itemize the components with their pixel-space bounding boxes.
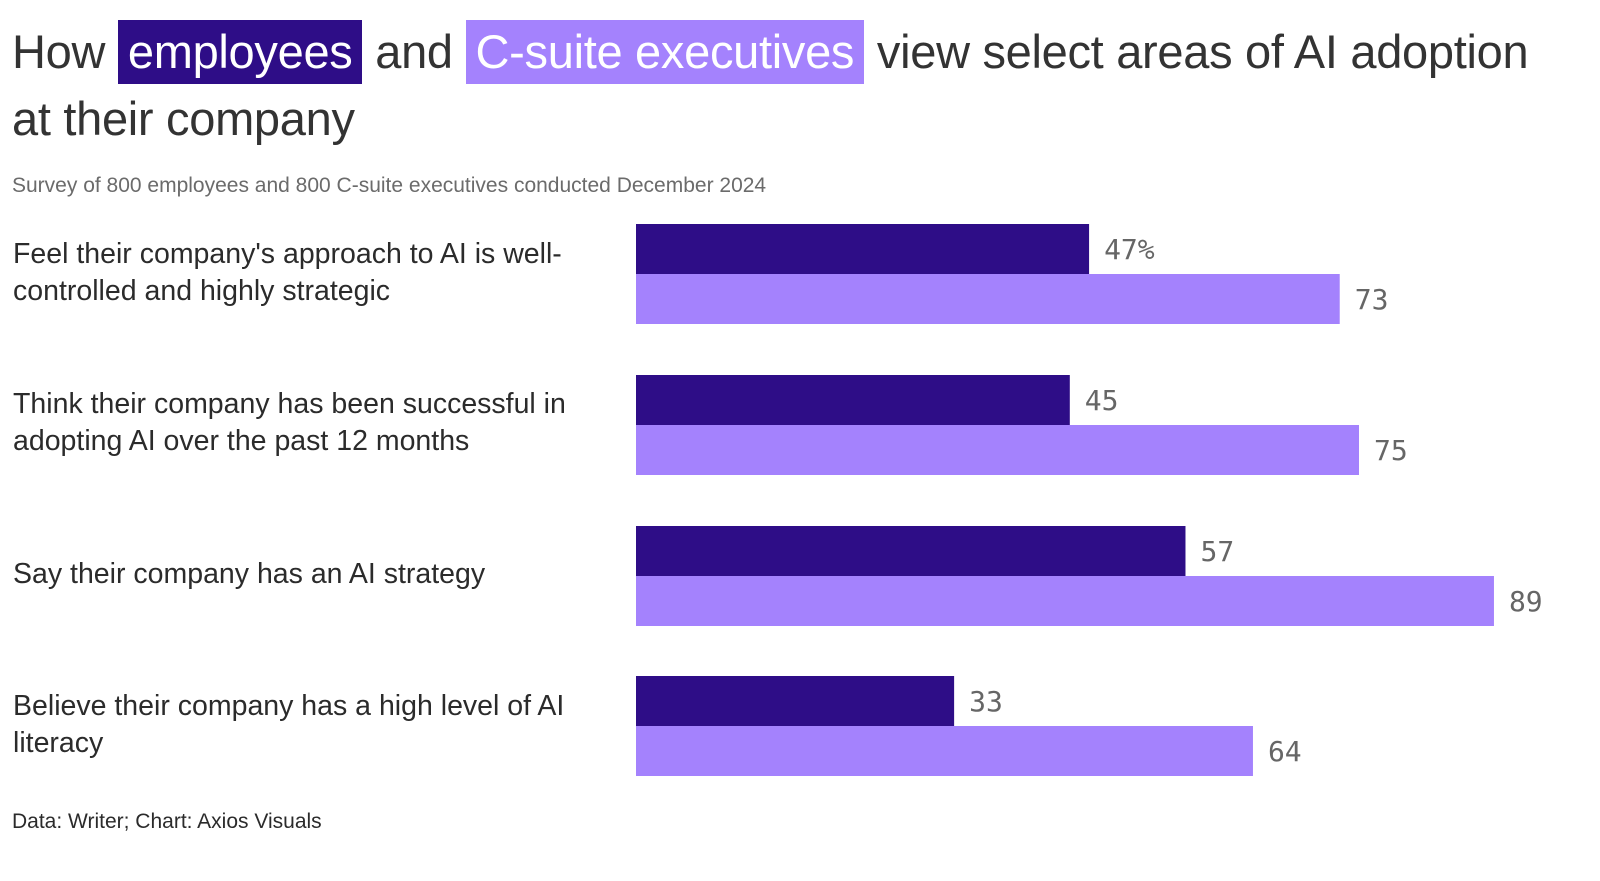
source-note: Data: Writer; Chart: Axios Visuals (12, 810, 322, 833)
employee-value-label: 47% (1104, 233, 1155, 266)
employee-bar (636, 375, 1070, 425)
employee-value-label: 33 (969, 685, 1003, 718)
executive-value-label: 75 (1374, 434, 1408, 467)
executive-bar (636, 576, 1494, 626)
title-prefix: How (12, 25, 118, 78)
legend-employees: employees (117, 20, 363, 84)
category-label: Say their company has an AI strategy (13, 558, 486, 590)
executive-value-label: 73 (1355, 283, 1389, 316)
executive-bar (636, 425, 1359, 475)
employee-value-label: 57 (1200, 535, 1234, 568)
employee-value-label: 45 (1085, 384, 1119, 417)
title-middle: and (362, 25, 466, 78)
executive-value-label: 64 (1268, 735, 1302, 768)
category-label: Feel their company's approach to AI is w… (13, 238, 562, 307)
legend-executives: C-suite executives (465, 20, 865, 84)
employee-bar (636, 224, 1090, 274)
category-label: Think their company has been successful … (13, 388, 566, 457)
executive-value-label: 89 (1509, 585, 1543, 618)
chart-subtitle: Survey of 800 employees and 800 C-suite … (12, 174, 767, 197)
employee-bar (636, 526, 1186, 576)
category-label: Believe their company has a high level o… (13, 690, 565, 759)
employee-bar (636, 676, 955, 726)
executive-bar (636, 726, 1253, 776)
executive-bar (636, 274, 1340, 324)
chart-title: How employees and C-suite executives vie… (12, 18, 1572, 152)
title-suffix: view select areas of AI adoption at thei… (12, 25, 1529, 145)
